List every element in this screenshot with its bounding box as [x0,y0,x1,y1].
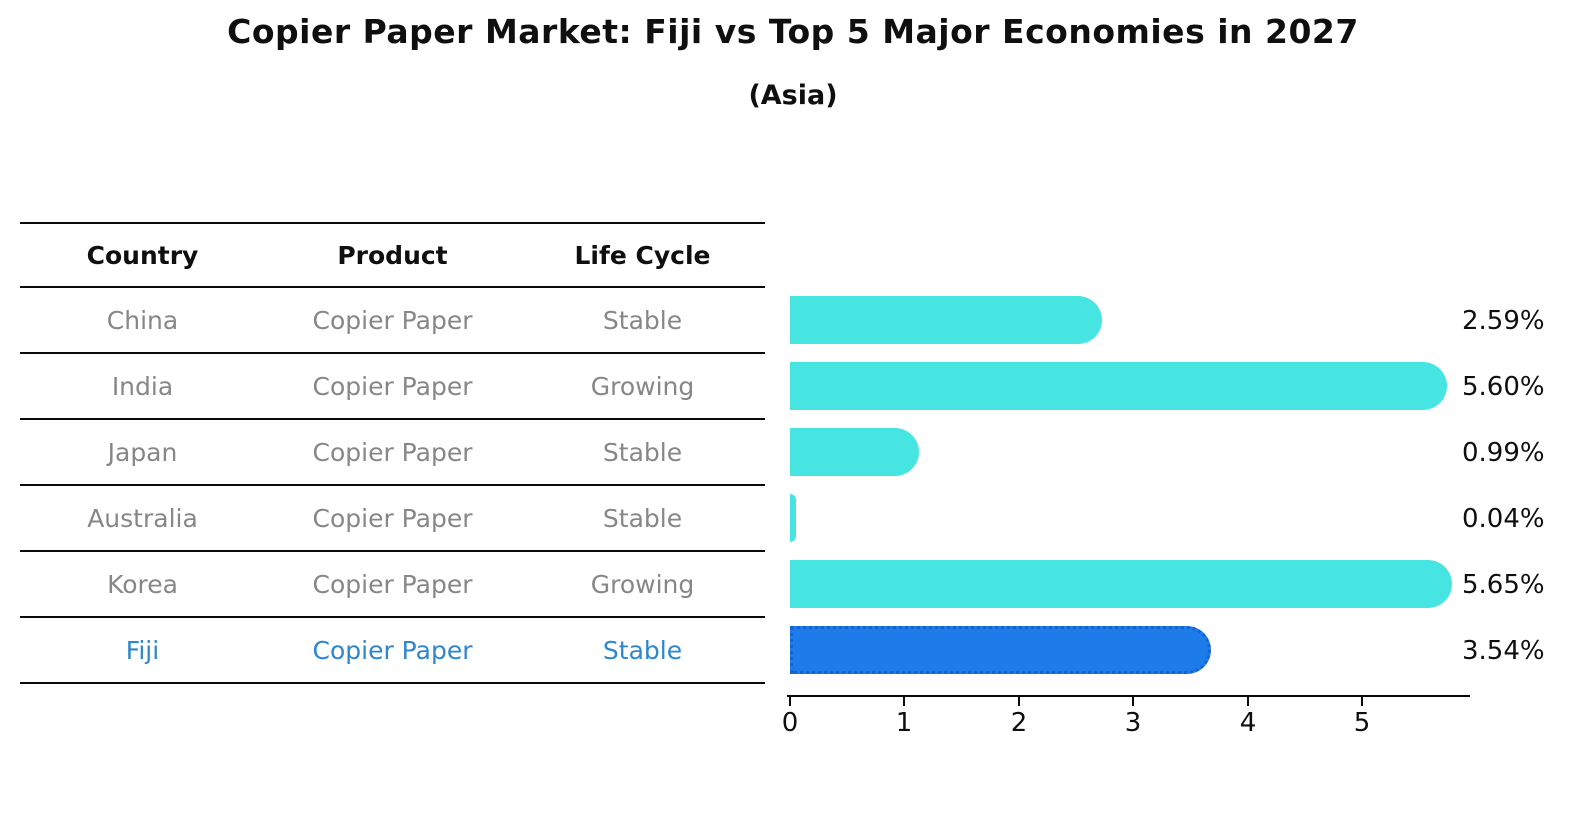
cell-life-cycle: Stable [602,635,683,665]
bar-japan [790,428,920,476]
cell-life-cycle: Growing [590,371,695,401]
value-label-korea: 5.65% [1462,570,1545,600]
cell-country: Korea [107,569,178,599]
cell-country: Australia [87,503,198,533]
x-tick-label: 1 [895,708,913,738]
cell-product: Copier Paper [312,635,473,665]
cell-country: India [111,371,174,401]
x-tick-label: 3 [1124,708,1142,738]
cell-life-cycle: Stable [602,503,683,533]
chart-title: Copier Paper Market: Fiji vs Top 5 Major… [227,12,1359,51]
cell-product: Copier Paper [312,371,473,401]
table-header-life-cycle: Life Cycle [574,240,711,270]
cell-life-cycle: Stable [602,437,683,467]
chart-subtitle: (Asia) [748,80,838,111]
x-tick-label: 2 [1010,708,1028,738]
bar-india [790,362,1447,410]
table-row: Australia Copier Paper Stable [20,486,765,552]
cell-product: Copier Paper [312,503,473,533]
value-label-india: 5.60% [1462,372,1545,402]
table-row-fiji: Fiji Copier Paper Stable [20,618,765,684]
table-row: India Copier Paper Growing [20,354,765,420]
x-tick [1247,697,1249,706]
table-row: China Copier Paper Stable [20,288,765,354]
x-tick [789,697,791,706]
x-tick [1132,697,1134,706]
value-label-australia: 0.04% [1462,504,1545,534]
table-header-product: Product [337,240,448,270]
bar-fiji [790,626,1211,674]
x-tick [1018,697,1020,706]
x-tick [903,697,905,706]
table-row: Korea Copier Paper Growing [20,552,765,618]
bar-korea [790,560,1453,608]
value-label-china: 2.59% [1462,306,1545,336]
table-row: Japan Copier Paper Stable [20,420,765,486]
cell-country: Japan [107,437,178,467]
cell-country: China [106,305,179,335]
cell-life-cycle: Growing [590,569,695,599]
bar-australia [790,494,796,542]
x-axis-line [787,695,1470,697]
table-header-row: Country Product Life Cycle [20,224,765,288]
country-table: Country Product Life Cycle China Copier … [20,222,765,684]
value-label-fiji: 3.54% [1462,636,1545,666]
x-tick-label: 4 [1239,708,1257,738]
x-tick [1361,697,1363,706]
cell-product: Copier Paper [312,305,473,335]
cell-product: Copier Paper [312,437,473,467]
bar-china [790,296,1103,344]
cell-country: Fiji [125,635,160,665]
cell-life-cycle: Stable [602,305,683,335]
cell-product: Copier Paper [312,569,473,599]
x-tick-label: 5 [1353,708,1371,738]
table-header-country: Country [86,240,199,270]
x-tick-label: 0 [781,708,799,738]
value-label-japan: 0.99% [1462,438,1545,468]
